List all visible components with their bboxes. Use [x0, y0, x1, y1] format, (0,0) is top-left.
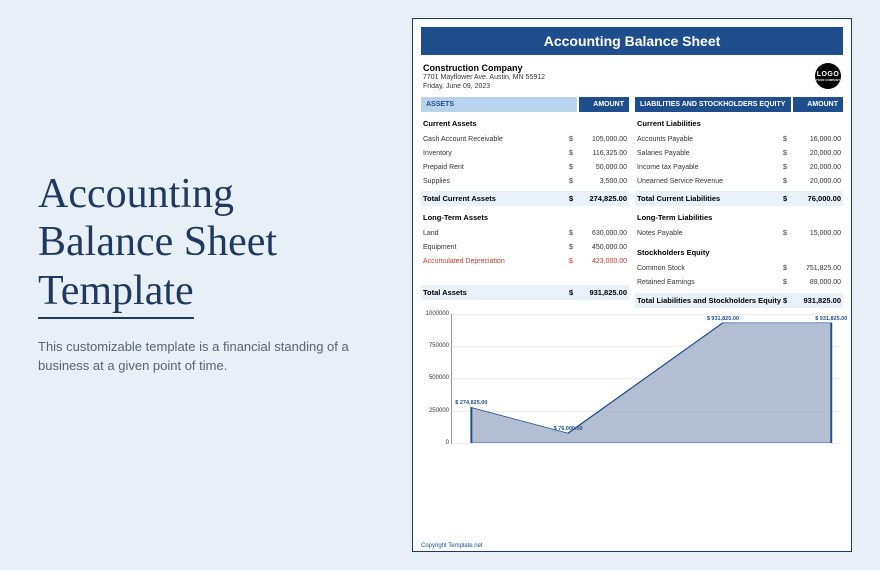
total-assets: Total Assets $ 931,825.00: [421, 285, 629, 300]
y-axis-label: 500000: [429, 375, 452, 381]
balance-sheet-document: Accounting Balance Sheet Construction Co…: [412, 18, 852, 552]
line-item: Retained Earnings$89,000.00: [635, 276, 843, 290]
liabilities-column: LIABILITIES AND STOCKHOLDERS EQUITY AMOU…: [635, 97, 843, 308]
line-item: Inventory$116,325.00: [421, 147, 629, 161]
liab-amount-label: AMOUNT: [793, 97, 843, 112]
assets-column: ASSETS AMOUNT Current Assets Cash Accoun…: [421, 97, 629, 308]
line-item: Income tax Payable$20,000.00: [635, 161, 843, 175]
data-point-label: $ 274,825.00: [455, 400, 487, 406]
title-line-2: Balance Sheet: [38, 219, 277, 265]
assets-header: ASSETS AMOUNT: [421, 97, 629, 112]
company-date: Friday, June 09, 2023: [423, 82, 545, 91]
line-item: Equipment$450,000.00: [421, 241, 629, 255]
assets-amount-label: AMOUNT: [579, 97, 629, 112]
liab-header: LIABILITIES AND STOCKHOLDERS EQUITY AMOU…: [635, 97, 843, 112]
company-info: Construction Company 7701 Mayflower Ave.…: [423, 63, 545, 91]
line-item: Unearned Service Revenue$20,000.00: [635, 175, 843, 189]
area-chart: 02500005000007500001000000$ 274,825.00$ …: [451, 314, 839, 444]
company-name: Construction Company: [423, 63, 545, 73]
line-item: Land$630,000.00: [421, 227, 629, 241]
y-axis-label: 1000000: [426, 311, 452, 317]
logo-bottom: YOUR COMPANY: [816, 79, 841, 82]
title-line-1: Accounting: [38, 171, 234, 217]
sheet-banner: Accounting Balance Sheet: [421, 27, 843, 55]
line-item: Common Stock$751,825.00: [635, 262, 843, 276]
logo-top: LOGO: [817, 71, 840, 78]
total-liab-equity: Total Liabilities and Stockholders Equit…: [635, 293, 843, 308]
total-current-liab: Total Current Liabilities $ 76,000.00: [635, 191, 843, 206]
company-address: 7701 Mayflower Ave. Austin, MN 55912: [423, 73, 545, 82]
total-current-assets: Total Current Assets $ 274,825.00: [421, 191, 629, 206]
y-axis-label: 750000: [429, 343, 452, 349]
promo-title: Accounting Balance Sheet Template: [38, 170, 358, 319]
data-point-label: $ 76,000.00: [554, 426, 583, 432]
assets-header-label: ASSETS: [421, 97, 577, 112]
line-item: Supplies$3,500.00: [421, 175, 629, 189]
line-item: Salaries Payable$20,000.00: [635, 147, 843, 161]
title-line-3: Template: [38, 267, 194, 319]
logo-icon: LOGO YOUR COMPANY: [815, 63, 841, 89]
line-item: Accounts Payable$16,000.00: [635, 133, 843, 147]
line-item: Prepaid Rent$50,000.00: [421, 161, 629, 175]
promo-subtitle: This customizable template is a financia…: [38, 337, 358, 376]
longterm-liab-title: Long-Term Liabilities: [637, 213, 843, 222]
columns: ASSETS AMOUNT Current Assets Cash Accoun…: [421, 97, 843, 308]
current-assets-title: Current Assets: [423, 119, 629, 128]
current-liab-title: Current Liabilities: [637, 119, 843, 128]
line-item: Notes Payable$15,000.00: [635, 227, 843, 241]
data-point-label: $ 931,825.00: [815, 315, 847, 321]
promo-panel: Accounting Balance Sheet Template This c…: [38, 170, 358, 376]
liab-header-label: LIABILITIES AND STOCKHOLDERS EQUITY: [635, 97, 791, 112]
company-header: Construction Company 7701 Mayflower Ave.…: [423, 63, 841, 91]
line-item: Cash Account Receivable$105,000.00: [421, 133, 629, 147]
equity-title: Stockholders Equity: [637, 248, 843, 257]
y-axis-label: 250000: [429, 408, 452, 414]
line-item: Accumulated Depreciation$423,000.00: [421, 255, 629, 269]
copyright: Copyright Template.net: [421, 543, 483, 549]
longterm-assets-title: Long-Term Assets: [423, 213, 629, 222]
data-point-label: $ 931,825.00: [707, 315, 739, 321]
